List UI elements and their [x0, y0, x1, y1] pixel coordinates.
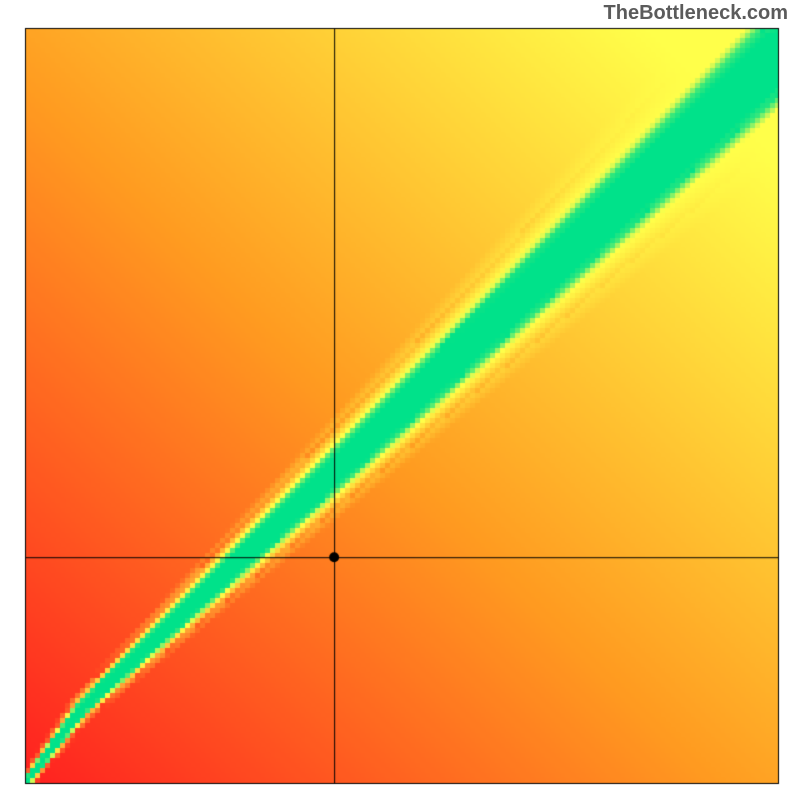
- chart-container: { "watermark": { "text": "TheBottleneck.…: [0, 0, 800, 800]
- bottleneck-heatmap: [0, 0, 800, 800]
- watermark-text: TheBottleneck.com: [604, 2, 788, 25]
